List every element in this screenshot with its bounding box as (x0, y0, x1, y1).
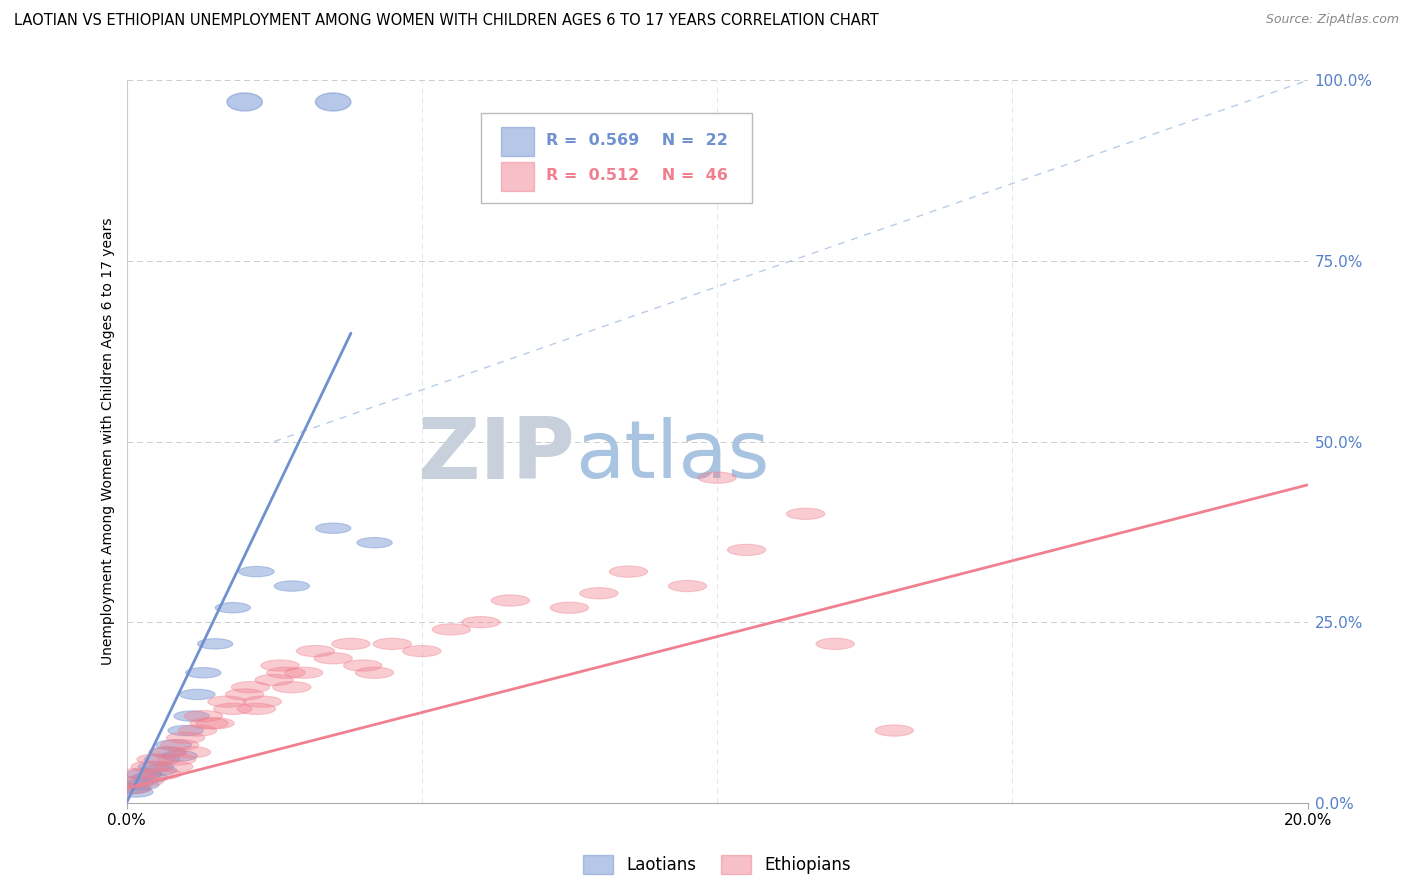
Ellipse shape (232, 681, 270, 693)
FancyBboxPatch shape (481, 112, 752, 203)
Ellipse shape (155, 761, 193, 772)
Ellipse shape (145, 755, 180, 764)
Ellipse shape (174, 711, 209, 722)
Ellipse shape (332, 638, 370, 649)
Ellipse shape (208, 696, 246, 707)
Ellipse shape (124, 780, 159, 790)
Ellipse shape (373, 638, 412, 649)
Ellipse shape (173, 747, 211, 758)
Ellipse shape (121, 776, 156, 787)
Ellipse shape (131, 761, 169, 772)
Text: atlas: atlas (575, 417, 769, 495)
Ellipse shape (120, 768, 157, 780)
Ellipse shape (609, 566, 648, 577)
Legend: Laotians, Ethiopians: Laotians, Ethiopians (583, 855, 851, 874)
FancyBboxPatch shape (501, 162, 534, 191)
Ellipse shape (356, 667, 394, 679)
Ellipse shape (254, 674, 294, 686)
Ellipse shape (149, 747, 187, 758)
Text: LAOTIAN VS ETHIOPIAN UNEMPLOYMENT AMONG WOMEN WITH CHILDREN AGES 6 TO 17 YEARS C: LAOTIAN VS ETHIOPIAN UNEMPLOYMENT AMONG … (14, 13, 879, 29)
Ellipse shape (226, 93, 263, 111)
Ellipse shape (167, 725, 204, 736)
Ellipse shape (156, 739, 191, 750)
Ellipse shape (239, 566, 274, 577)
FancyBboxPatch shape (501, 128, 534, 156)
Ellipse shape (243, 696, 281, 707)
Text: R =  0.512    N =  46: R = 0.512 N = 46 (546, 169, 728, 183)
Ellipse shape (157, 754, 195, 765)
Ellipse shape (215, 602, 250, 613)
Ellipse shape (166, 732, 205, 743)
Ellipse shape (136, 754, 176, 765)
Ellipse shape (238, 703, 276, 714)
Ellipse shape (786, 508, 825, 519)
Ellipse shape (127, 769, 162, 779)
Ellipse shape (184, 710, 222, 722)
Ellipse shape (315, 523, 352, 533)
Ellipse shape (727, 544, 766, 556)
Ellipse shape (118, 787, 153, 797)
Ellipse shape (138, 762, 174, 772)
Ellipse shape (195, 718, 235, 729)
Text: Source: ZipAtlas.com: Source: ZipAtlas.com (1265, 13, 1399, 27)
Ellipse shape (125, 775, 163, 787)
Text: ZIP: ZIP (418, 415, 575, 498)
Ellipse shape (357, 538, 392, 548)
Ellipse shape (190, 718, 228, 729)
Ellipse shape (315, 93, 352, 111)
Ellipse shape (162, 751, 197, 761)
Ellipse shape (668, 581, 707, 591)
Ellipse shape (491, 595, 530, 607)
Ellipse shape (343, 660, 382, 671)
Ellipse shape (115, 783, 150, 794)
Ellipse shape (697, 472, 737, 483)
Ellipse shape (267, 667, 305, 679)
Ellipse shape (180, 690, 215, 699)
Ellipse shape (273, 681, 311, 693)
Ellipse shape (179, 725, 217, 736)
Ellipse shape (114, 782, 152, 794)
Ellipse shape (579, 588, 619, 599)
Ellipse shape (132, 772, 167, 782)
Ellipse shape (284, 667, 323, 679)
Ellipse shape (297, 646, 335, 657)
Ellipse shape (160, 739, 198, 751)
Ellipse shape (550, 602, 589, 614)
Ellipse shape (432, 624, 471, 635)
Ellipse shape (150, 747, 186, 757)
Ellipse shape (402, 646, 441, 657)
Ellipse shape (197, 639, 233, 649)
Ellipse shape (875, 725, 914, 736)
Ellipse shape (461, 616, 501, 628)
Ellipse shape (143, 768, 181, 780)
Y-axis label: Unemployment Among Women with Children Ages 6 to 17 years: Unemployment Among Women with Children A… (101, 218, 115, 665)
Ellipse shape (141, 765, 177, 775)
Ellipse shape (214, 703, 252, 714)
Ellipse shape (262, 660, 299, 671)
Ellipse shape (225, 689, 264, 700)
Ellipse shape (274, 581, 309, 591)
Ellipse shape (314, 653, 353, 664)
Text: R =  0.569    N =  22: R = 0.569 N = 22 (546, 133, 728, 148)
Ellipse shape (815, 638, 855, 649)
Ellipse shape (186, 667, 221, 678)
